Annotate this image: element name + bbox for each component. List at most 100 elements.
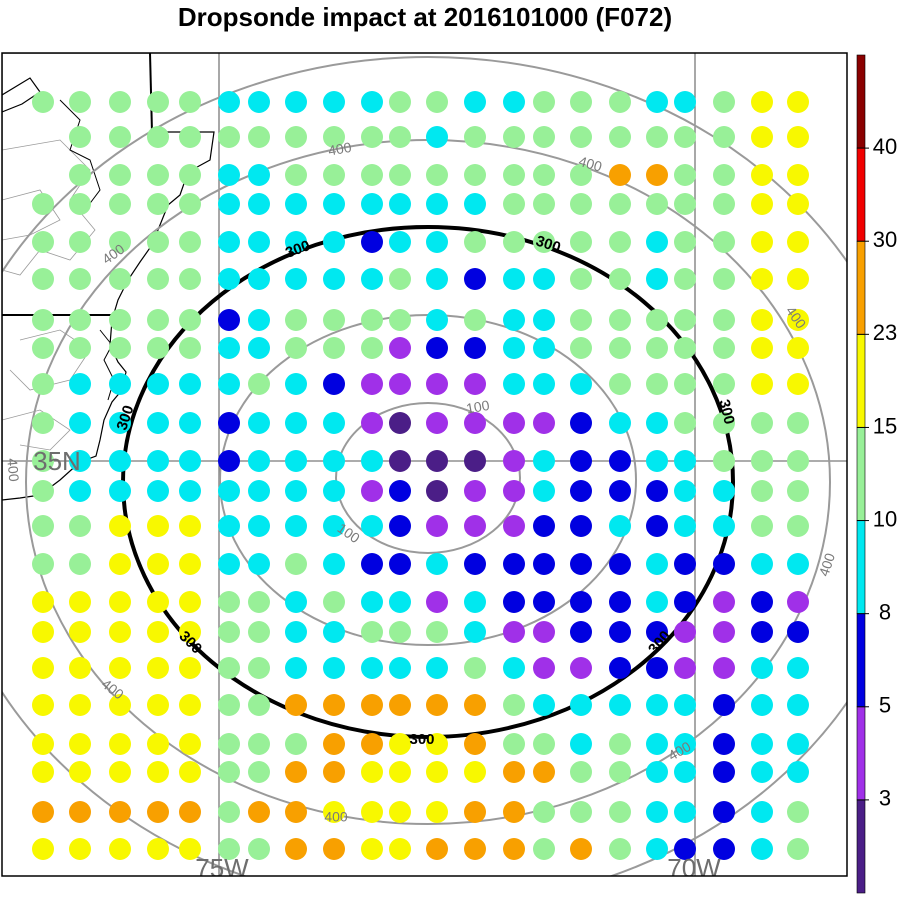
impact-dot xyxy=(646,761,668,783)
impact-dot xyxy=(503,733,525,755)
impact-dot xyxy=(69,733,91,755)
impact-dot xyxy=(570,231,592,253)
impact-dot xyxy=(323,450,345,472)
impact-dot xyxy=(751,91,773,113)
impact-dot xyxy=(389,373,411,395)
impact-dot xyxy=(361,126,383,148)
impact-dot xyxy=(361,761,383,783)
impact-dot xyxy=(179,126,201,148)
impact-dot xyxy=(218,164,240,186)
impact-dot xyxy=(109,480,131,502)
impact-dot xyxy=(464,515,486,537)
impact-dot xyxy=(32,591,54,613)
impact-dot xyxy=(218,838,240,860)
impact-dot xyxy=(109,193,131,215)
impact-dot xyxy=(147,91,169,113)
colorbar-segment xyxy=(856,147,866,242)
impact-dot xyxy=(426,591,448,613)
impact-dot xyxy=(787,126,809,148)
impact-dot xyxy=(503,91,525,113)
impact-dot xyxy=(751,309,773,331)
impact-dot xyxy=(109,838,131,860)
impact-dot xyxy=(179,694,201,716)
colorbar-tick-label: 23 xyxy=(873,320,897,345)
impact-dot xyxy=(218,621,240,643)
impact-dot xyxy=(69,591,91,613)
impact-dot xyxy=(503,761,525,783)
impact-dot xyxy=(323,694,345,716)
impact-dot xyxy=(69,164,91,186)
impact-dot xyxy=(646,91,668,113)
impact-dot xyxy=(109,164,131,186)
chart-title: Dropsonde impact at 2016101000 (F072) xyxy=(177,2,673,32)
impact-dot xyxy=(389,694,411,716)
impact-dot xyxy=(570,515,592,537)
impact-dot xyxy=(147,733,169,755)
impact-dot xyxy=(646,480,668,502)
impact-dot xyxy=(713,309,735,331)
colorbar-tick-label: 30 xyxy=(873,227,897,252)
impact-dot xyxy=(179,480,201,502)
impact-dot xyxy=(32,838,54,860)
impact-dot xyxy=(69,309,91,331)
impact-dot xyxy=(533,733,555,755)
impact-dot xyxy=(674,164,696,186)
impact-dot xyxy=(787,450,809,472)
impact-dot xyxy=(147,268,169,290)
impact-dot xyxy=(426,838,448,860)
impact-dot xyxy=(32,761,54,783)
impact-dot xyxy=(389,91,411,113)
impact-dot xyxy=(218,761,240,783)
impact-dot xyxy=(609,515,631,537)
impact-dot xyxy=(713,657,735,679)
impact-dot xyxy=(464,126,486,148)
impact-dot xyxy=(179,268,201,290)
impact-dot xyxy=(109,268,131,290)
impact-dot xyxy=(218,373,240,395)
impact-dot xyxy=(426,761,448,783)
impact-dot xyxy=(109,412,131,434)
impact-dot xyxy=(32,337,54,359)
contour-label: 100 xyxy=(465,397,491,417)
impact-dot xyxy=(713,591,735,613)
colorbar-tick-label: 5 xyxy=(879,693,891,718)
impact-dot xyxy=(713,126,735,148)
impact-dot xyxy=(674,450,696,472)
impact-dot xyxy=(503,268,525,290)
impact-dot xyxy=(787,801,809,823)
impact-dot xyxy=(361,193,383,215)
impact-dot xyxy=(787,231,809,253)
impact-dot xyxy=(570,309,592,331)
impact-dot xyxy=(389,761,411,783)
colorbar-tick-label: 3 xyxy=(879,786,891,811)
impact-dot xyxy=(361,838,383,860)
impact-dot xyxy=(218,801,240,823)
impact-dot xyxy=(285,412,307,434)
impact-dot xyxy=(69,761,91,783)
impact-dot xyxy=(674,733,696,755)
impact-dot xyxy=(787,553,809,575)
impact-dot xyxy=(464,838,486,860)
impact-dot xyxy=(285,193,307,215)
impact-dot xyxy=(32,412,54,434)
impact-dot xyxy=(32,553,54,575)
colorbar-tick-label: 40 xyxy=(873,134,897,159)
impact-dot xyxy=(751,480,773,502)
contour-label: 300 xyxy=(715,398,738,426)
impact-dot xyxy=(361,591,383,613)
impact-dot xyxy=(713,553,735,575)
impact-dot xyxy=(69,412,91,434)
impact-dot xyxy=(32,480,54,502)
impact-dot xyxy=(426,373,448,395)
impact-dot xyxy=(69,480,91,502)
impact-dot xyxy=(426,694,448,716)
impact-dot xyxy=(389,268,411,290)
impact-dot xyxy=(248,412,270,434)
impact-dot xyxy=(713,733,735,755)
impact-dot xyxy=(361,337,383,359)
impact-dot xyxy=(179,838,201,860)
impact-dot xyxy=(389,515,411,537)
impact-dot xyxy=(787,657,809,679)
impact-dot xyxy=(218,412,240,434)
impact-dot xyxy=(464,91,486,113)
